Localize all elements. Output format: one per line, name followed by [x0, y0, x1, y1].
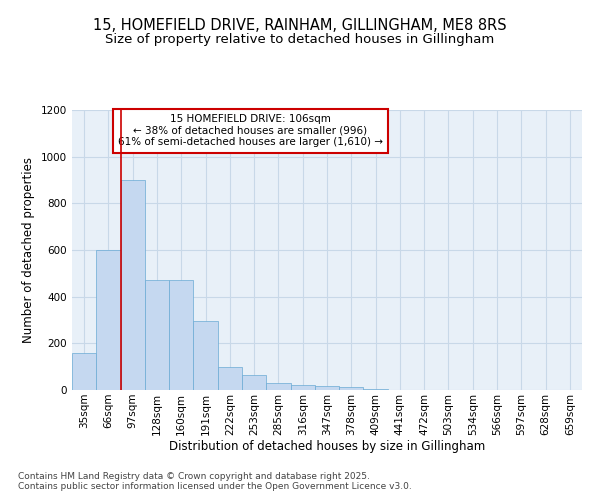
Text: Contains HM Land Registry data © Crown copyright and database right 2025.: Contains HM Land Registry data © Crown c…: [18, 472, 370, 481]
Bar: [339, 387, 364, 390]
Text: 15, HOMEFIELD DRIVE, RAINHAM, GILLINGHAM, ME8 8RS: 15, HOMEFIELD DRIVE, RAINHAM, GILLINGHAM…: [93, 18, 507, 32]
Bar: [145, 280, 169, 390]
Text: Size of property relative to detached houses in Gillingham: Size of property relative to detached ho…: [106, 32, 494, 46]
Text: Contains public sector information licensed under the Open Government Licence v3: Contains public sector information licen…: [18, 482, 412, 491]
Bar: [121, 180, 145, 390]
Bar: [242, 375, 266, 390]
Text: 15 HOMEFIELD DRIVE: 106sqm
← 38% of detached houses are smaller (996)
61% of sem: 15 HOMEFIELD DRIVE: 106sqm ← 38% of deta…: [118, 114, 383, 148]
Bar: [193, 321, 218, 390]
Bar: [218, 366, 242, 390]
Bar: [169, 280, 193, 390]
Bar: [290, 385, 315, 390]
Bar: [315, 386, 339, 390]
Bar: [364, 389, 388, 390]
Bar: [266, 384, 290, 390]
X-axis label: Distribution of detached houses by size in Gillingham: Distribution of detached houses by size …: [169, 440, 485, 454]
Bar: [96, 250, 121, 390]
Y-axis label: Number of detached properties: Number of detached properties: [22, 157, 35, 343]
Bar: [72, 352, 96, 390]
